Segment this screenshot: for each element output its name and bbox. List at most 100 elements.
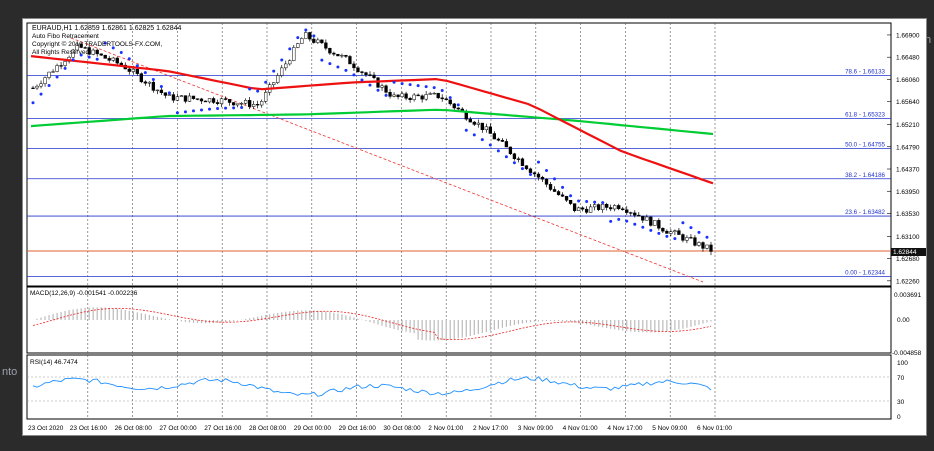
macd-bar bbox=[297, 310, 299, 320]
sar-dot bbox=[633, 222, 637, 226]
macd-bar bbox=[56, 312, 58, 320]
candle-body bbox=[560, 194, 565, 197]
sar-dot bbox=[545, 169, 549, 173]
macd-bar bbox=[493, 320, 495, 330]
macd-ytick-top: 0.003691 bbox=[894, 292, 921, 299]
sar-dot bbox=[240, 106, 244, 110]
main-panel[interactable] bbox=[26, 22, 892, 287]
macd-bar bbox=[333, 312, 335, 320]
macd-bar bbox=[670, 320, 672, 331]
macd-bar bbox=[52, 313, 54, 320]
candle-body bbox=[456, 107, 460, 110]
macd-bar bbox=[120, 309, 122, 320]
macd-bar bbox=[88, 307, 90, 320]
macd-bar bbox=[578, 320, 580, 324]
y-tick-label: 1.62680 bbox=[896, 256, 920, 263]
macd-bar bbox=[96, 307, 98, 320]
x-tick-label: 23 Oct 16:00 bbox=[70, 425, 108, 432]
candle-body bbox=[356, 67, 360, 73]
candle-body bbox=[645, 216, 649, 221]
candle-body bbox=[597, 204, 601, 210]
macd-bar bbox=[257, 316, 259, 320]
x-tick-label: 27 Oct 16:00 bbox=[204, 425, 242, 432]
side-text-left: nto bbox=[2, 366, 18, 378]
candle-body bbox=[424, 94, 428, 100]
macd-bar bbox=[285, 311, 287, 320]
macd-ytick-zero: 0.00 bbox=[897, 317, 910, 324]
macd-bar bbox=[220, 320, 223, 323]
sar-dot bbox=[657, 231, 661, 235]
candle-body bbox=[693, 237, 697, 246]
macd-bar bbox=[100, 307, 102, 320]
macd-bar bbox=[148, 315, 150, 320]
sar-dot bbox=[689, 226, 693, 230]
macd-bar bbox=[192, 320, 195, 323]
macd-panel[interactable] bbox=[26, 286, 892, 354]
candle-body bbox=[621, 208, 625, 211]
x-tick-label: 28 Oct 08:00 bbox=[249, 425, 287, 432]
sar-dot bbox=[416, 84, 420, 88]
macd-bar bbox=[188, 320, 191, 323]
candle-body bbox=[219, 98, 224, 104]
macd-bar bbox=[108, 307, 110, 320]
candlesticks bbox=[31, 30, 713, 256]
macd-bar bbox=[349, 316, 351, 320]
macd-bar bbox=[48, 315, 50, 320]
sar-dot bbox=[472, 133, 476, 137]
macd-bar bbox=[690, 320, 692, 327]
macd-bar bbox=[373, 320, 375, 324]
macd-bar bbox=[461, 320, 463, 338]
candle-body bbox=[609, 207, 613, 210]
candle-body bbox=[388, 92, 392, 97]
sar-dot bbox=[272, 69, 276, 73]
macd-bar bbox=[413, 320, 415, 334]
sar-dot bbox=[464, 128, 468, 132]
candle-body bbox=[633, 212, 637, 216]
macd-bar bbox=[196, 320, 199, 324]
sar-dot bbox=[167, 91, 171, 95]
macd-bar bbox=[124, 309, 126, 320]
candle-body bbox=[432, 92, 436, 95]
sar-dot bbox=[392, 80, 396, 84]
sar-dot bbox=[352, 73, 356, 77]
macd-bar bbox=[365, 320, 367, 321]
macd-bar bbox=[630, 320, 632, 332]
y-tick-label: 1.63530 bbox=[896, 211, 920, 218]
chart-svg[interactable]: 78.6 - 1.66133 61.8 - 1.65323 50.0 - 1.647… bbox=[23, 19, 926, 435]
sar-dot bbox=[488, 143, 492, 147]
candle-body bbox=[705, 244, 709, 249]
candle-body bbox=[336, 53, 340, 57]
macd-bar bbox=[184, 320, 187, 322]
candle-body bbox=[63, 61, 67, 66]
rsi-panel[interactable] bbox=[26, 354, 892, 420]
main-y-axis: 1.66900 1.66480 1.66060 1.65640 1.65210 1.647… bbox=[887, 32, 920, 285]
candle-body bbox=[312, 38, 316, 43]
y-tick-label: 1.63100 bbox=[896, 234, 920, 241]
candle-body bbox=[580, 207, 585, 210]
fibo-level-label: 61.8 - 1.65323 bbox=[845, 112, 885, 119]
macd-bar bbox=[473, 320, 475, 336]
sar-dot bbox=[448, 96, 452, 100]
rsi-line bbox=[32, 376, 712, 397]
candle-body bbox=[637, 214, 641, 217]
candle-body bbox=[320, 39, 324, 44]
macd-bar bbox=[265, 315, 267, 320]
sar-dot bbox=[697, 230, 701, 234]
macd-bar bbox=[72, 309, 74, 320]
sar-dot bbox=[625, 219, 629, 223]
candle-body bbox=[689, 237, 693, 239]
candle-body bbox=[476, 122, 480, 125]
candle-body bbox=[247, 100, 252, 107]
macd-bar bbox=[429, 320, 431, 341]
candle-body bbox=[480, 122, 484, 131]
macd-bar bbox=[140, 313, 142, 320]
y-tick-label: 1.66060 bbox=[896, 77, 920, 84]
candle-body bbox=[504, 141, 509, 148]
candle-body bbox=[681, 234, 685, 241]
macd-bar bbox=[277, 312, 279, 320]
sar-dot bbox=[569, 194, 573, 198]
macd-bar bbox=[228, 320, 231, 322]
chart-window[interactable]: 78.6 - 1.66133 61.8 - 1.65323 50.0 - 1.647… bbox=[22, 18, 927, 436]
rsi-ytick-0: 0 bbox=[897, 414, 901, 421]
candle-body bbox=[107, 58, 111, 61]
